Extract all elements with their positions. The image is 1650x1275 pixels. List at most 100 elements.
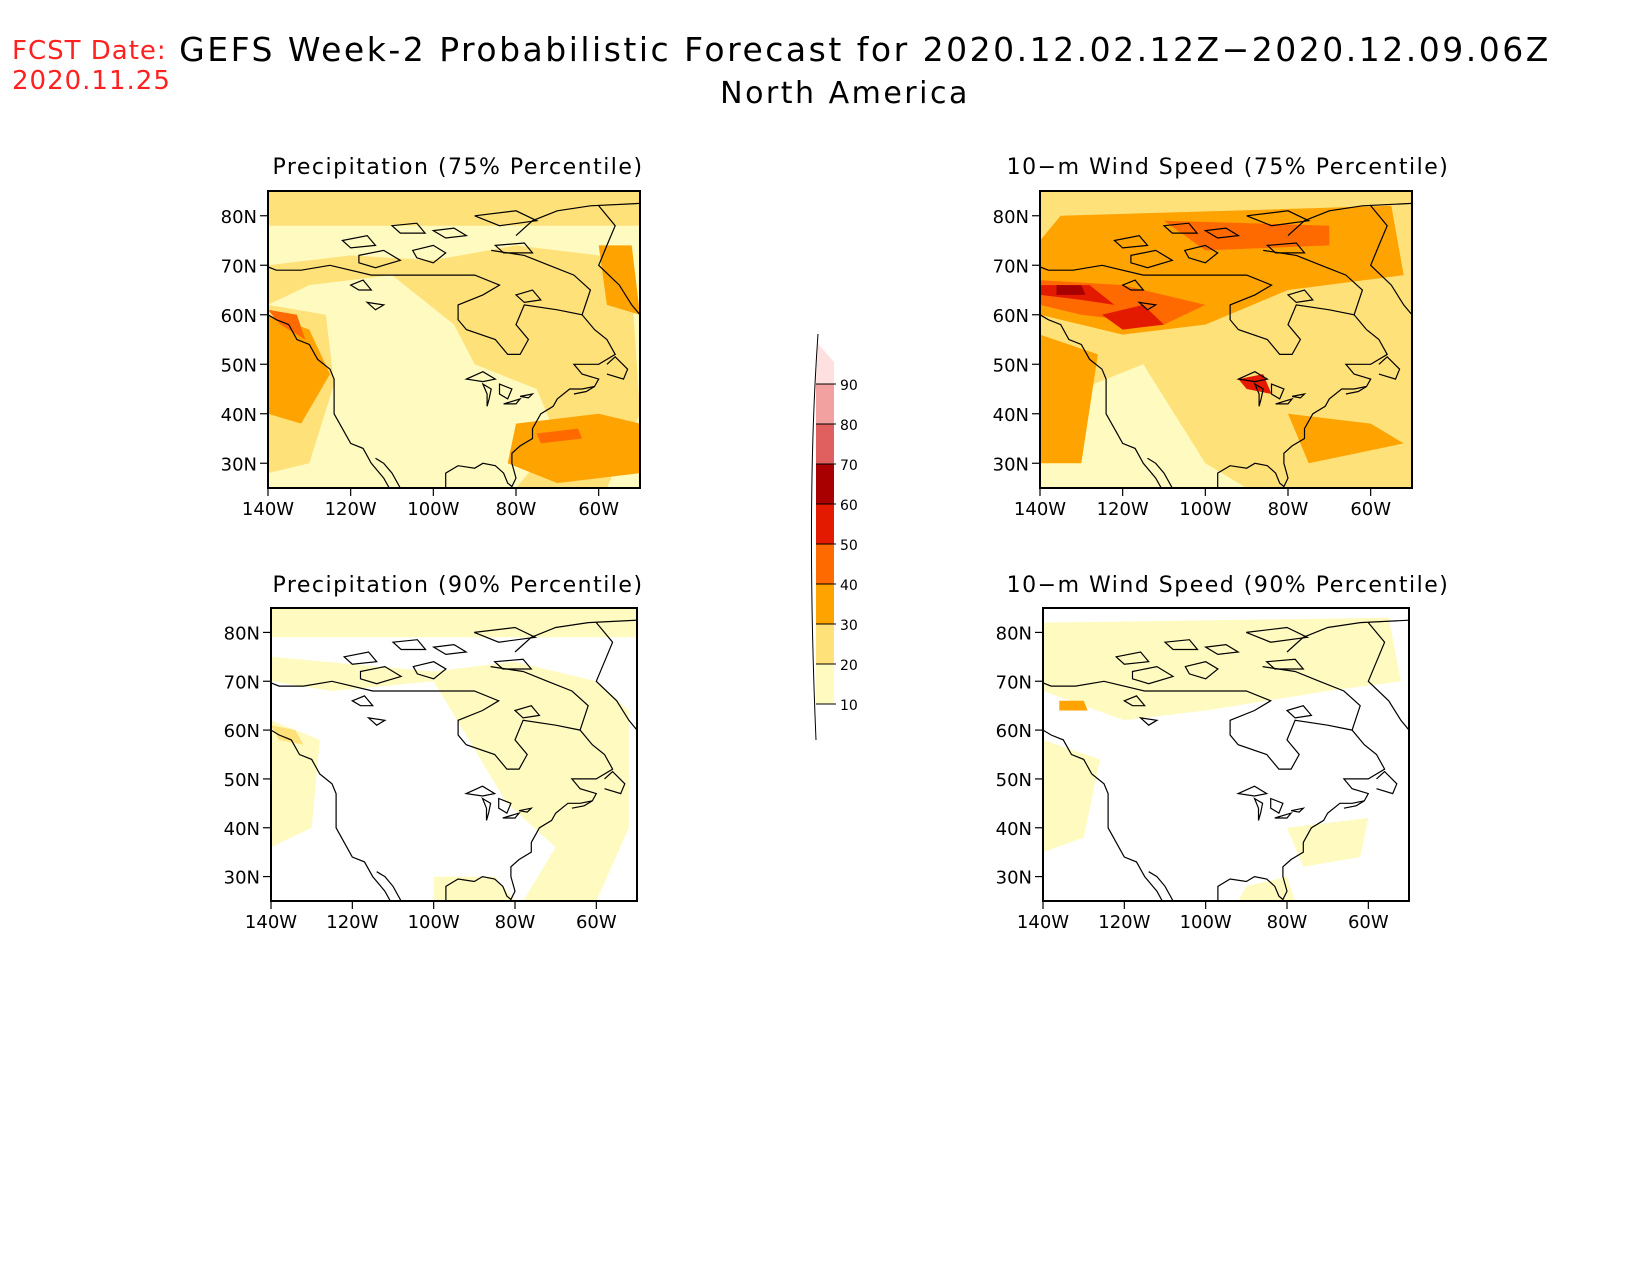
probability-shading	[268, 191, 640, 488]
island-outline	[1130, 249, 1174, 269]
coastline-segment	[268, 264, 617, 488]
probability-shading	[1040, 191, 1412, 488]
island-outline	[1162, 222, 1199, 234]
island-outline	[1286, 289, 1314, 304]
lat-label: 30N	[224, 868, 260, 889]
island-outline	[390, 222, 427, 234]
lon-label: 100W	[408, 912, 460, 933]
map-panel-wind-90: 10−m Wind Speed (90% Percentile) 80N 70N 60…	[996, 573, 1448, 933]
colorbar-swatch	[816, 624, 834, 664]
lake-outline	[503, 397, 522, 405]
shading-patch	[1287, 818, 1369, 867]
lat-label: 70N	[221, 256, 257, 277]
shading-patch	[271, 608, 637, 638]
lat-label: 40N	[993, 405, 1029, 426]
island-outline	[359, 665, 403, 685]
coastline-segment	[1287, 202, 1412, 237]
island-outline	[358, 249, 402, 269]
lon-label: 80W	[1268, 499, 1309, 520]
lon-label: 60W	[1350, 499, 1391, 520]
coastline-segment	[1147, 457, 1173, 488]
island-outline	[1113, 234, 1149, 249]
lake-outline	[365, 301, 386, 311]
coastline	[1040, 202, 1412, 488]
lake-outline	[349, 279, 373, 291]
shading-patch	[1102, 304, 1164, 330]
island-outline	[1285, 705, 1313, 719]
island-outline	[341, 234, 377, 249]
lake-outline	[1275, 397, 1294, 405]
shading-patch	[1288, 413, 1404, 464]
coastline	[271, 619, 637, 901]
shading-patch	[433, 876, 515, 901]
coastline-segment	[1376, 770, 1398, 795]
lake-outline	[1121, 279, 1145, 291]
lon-label: 120W	[1098, 912, 1150, 933]
island-outline	[1203, 643, 1241, 656]
lake-outline	[1236, 785, 1269, 797]
colorbar-label: 30	[840, 618, 858, 634]
lake-outline	[1270, 383, 1285, 400]
lat-label: 80N	[996, 623, 1032, 644]
lon-label: 120W	[326, 912, 378, 933]
map-frame	[270, 607, 638, 902]
island-outline	[1131, 665, 1175, 685]
shading-patch	[1164, 220, 1330, 251]
coastline-segment	[1263, 249, 1364, 315]
lon-label: 100W	[1180, 912, 1232, 933]
colorbar-label: 10	[840, 698, 858, 714]
coastline-segment	[604, 770, 626, 795]
island-outline	[1184, 661, 1219, 680]
coastline-segment	[1367, 622, 1409, 731]
island-outline	[391, 639, 427, 651]
coastline-segment	[1040, 314, 1162, 488]
lake-outline	[1122, 695, 1146, 707]
coastline-segment	[1043, 729, 1163, 901]
coastline-segment	[1345, 385, 1367, 395]
colorbar-swatch	[816, 384, 834, 424]
coastline-segment	[1378, 355, 1401, 380]
coastline-segment	[597, 205, 640, 316]
colorbar-label: 20	[840, 658, 858, 674]
shading-patch	[271, 656, 629, 901]
lake-outline	[518, 807, 534, 813]
lat-label: 50N	[224, 770, 260, 791]
colorbar-label: 40	[840, 578, 858, 594]
coastline-segment	[1043, 680, 1386, 901]
shading-patch	[1238, 876, 1296, 901]
shading-patch	[268, 314, 330, 424]
forecast-date-label: FCST Date:	[12, 36, 167, 66]
lat-label: 80N	[993, 207, 1029, 228]
map-frame	[1042, 607, 1410, 902]
colorbar-swatch	[816, 664, 834, 704]
coastline-segment	[514, 619, 637, 653]
lon-label: 140W	[1014, 499, 1066, 520]
lat-label: 40N	[224, 819, 260, 840]
colorbar-label: 80	[840, 418, 858, 434]
shading-patch	[1043, 739, 1100, 853]
island-outline	[493, 658, 533, 670]
lake-outline	[366, 717, 387, 726]
island-outline	[1265, 658, 1305, 670]
island-outline	[431, 643, 469, 656]
lon-label: 60W	[576, 912, 617, 933]
island-outline	[1163, 639, 1199, 651]
island-outline	[513, 705, 541, 719]
panel-title: Precipitation (75% Percentile)	[272, 155, 643, 180]
map-panel-precip-75: Precipitation (75% Percentile) 80N 70N 60N 5…	[221, 155, 643, 520]
lat-label: 70N	[993, 256, 1029, 277]
coastline	[268, 202, 640, 488]
lake-outline	[498, 383, 513, 400]
island-outline	[431, 227, 469, 239]
colorbar-swatch	[816, 424, 834, 464]
lon-label: 80W	[495, 912, 536, 933]
map-panel-wind-75: 10−m Wind Speed (75% Percentile) 80N 70N 60…	[993, 155, 1448, 520]
coastline-segment	[571, 800, 593, 809]
lake-outline	[1138, 717, 1159, 726]
lake-outline	[464, 785, 497, 797]
lon-label: 120W	[1097, 499, 1149, 520]
island-outline	[411, 244, 447, 264]
lat-label: 40N	[221, 405, 257, 426]
island-outline	[412, 661, 447, 680]
